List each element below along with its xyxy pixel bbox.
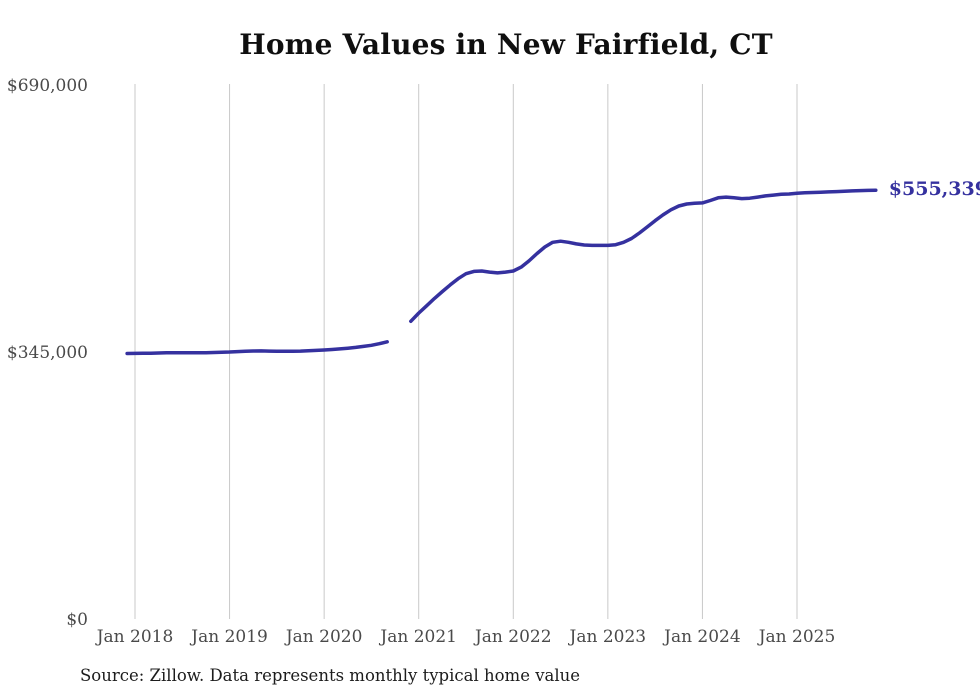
x-tick-label: Jan 2023 — [569, 627, 647, 647]
x-tick-label: Jan 2025 — [758, 627, 836, 647]
chart-title: Home Values in New Fairfield, CT — [239, 28, 773, 61]
x-tick-label: Jan 2021 — [380, 627, 457, 647]
x-tick-label: Jan 2022 — [474, 627, 552, 647]
x-tick-label: Jan 2019 — [191, 627, 268, 647]
value-line-segment — [409, 188, 878, 324]
value-line-segment — [125, 340, 389, 356]
source-note: Source: Zillow. Data represents monthly … — [80, 666, 581, 685]
y-tick-label: $0 — [66, 610, 88, 630]
y-tick-label: $345,000 — [6, 343, 88, 363]
latest-value-label: $555,339 — [888, 178, 980, 201]
y-tick-label: $690,000 — [6, 76, 88, 96]
x-tick-label: Jan 2020 — [285, 627, 363, 647]
x-tick-label: Jan 2024 — [664, 627, 741, 647]
x-tick-label: Jan 2018 — [96, 627, 174, 647]
